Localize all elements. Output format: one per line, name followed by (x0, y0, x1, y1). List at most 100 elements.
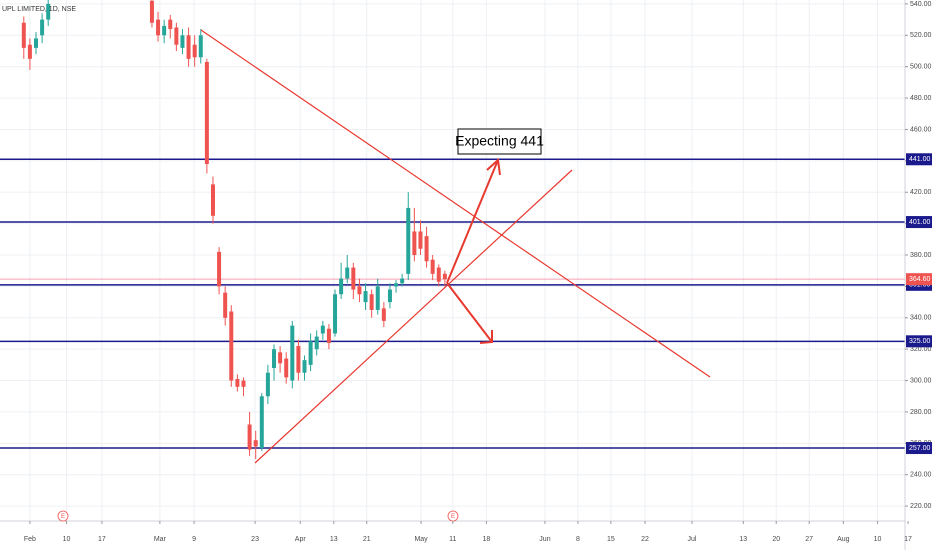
level-label: 441.00 (909, 156, 931, 163)
candle-body (357, 286, 362, 295)
y-tick-label: 340.00 (910, 315, 932, 322)
arrow-head (486, 157, 501, 176)
candle-body (320, 325, 325, 334)
candle-body (418, 231, 423, 249)
arrow (446, 282, 493, 343)
candle-body (369, 294, 374, 310)
candle-body (430, 259, 435, 274)
x-tick-label: 18 (482, 536, 490, 543)
candle-body (247, 424, 252, 450)
x-tick-label: Jun (539, 536, 550, 543)
candle-body (436, 267, 441, 282)
candle-body (253, 440, 258, 447)
x-tick-label: Jul (688, 536, 697, 543)
x-tick-label: 9 (192, 536, 196, 543)
trend-line (200, 29, 711, 378)
y-tick-label: 320.00 (910, 346, 932, 353)
annotation: Expecting 441 (455, 133, 544, 149)
x-tick-label: 11 (449, 536, 456, 543)
candle-body (381, 308, 386, 321)
candle-body (149, 0, 154, 23)
event-label: E (61, 514, 65, 520)
candle-body (21, 22, 26, 48)
annotation-box (457, 128, 542, 155)
event-marker: E (447, 510, 459, 522)
level-label-box (906, 153, 932, 166)
candle-body (424, 236, 429, 262)
candle-body (168, 19, 173, 30)
y-tick-label: 380.00 (910, 252, 932, 259)
level-label-box (906, 216, 932, 229)
candle-body (265, 372, 270, 397)
y-tick-label: 240.00 (910, 472, 932, 479)
candle-body (363, 291, 368, 303)
candle-body (40, 19, 45, 36)
candle-body (387, 289, 392, 303)
x-tick-label: 8 (576, 536, 580, 543)
candle-body (345, 267, 350, 279)
candle-body (259, 396, 264, 449)
candle-body (174, 27, 179, 45)
arrow (446, 159, 499, 284)
x-tick-label: 17 (904, 536, 912, 543)
x-tick-label: 10 (63, 536, 71, 543)
candle-body (326, 328, 331, 343)
last-price-label: 364.60 (909, 276, 931, 283)
y-tick-label: 460.00 (910, 126, 932, 133)
x-tick-label: Mar (154, 536, 167, 543)
x-tick-label: 13 (330, 536, 338, 543)
y-tick-label: 420.00 (910, 189, 932, 196)
y-tick-label: 220.00 (910, 503, 932, 510)
candle-body (284, 358, 289, 378)
x-tick-label: 22 (641, 536, 649, 543)
candle-body (241, 380, 246, 387)
level-label: 401.00 (909, 219, 931, 226)
x-tick-label: Apr (295, 536, 307, 543)
candle-body (333, 294, 338, 334)
candle-body (351, 267, 356, 290)
event-marker: E (57, 510, 69, 522)
x-tick-label: 10 (874, 536, 882, 543)
x-tick-label: May (414, 536, 428, 543)
x-tick-label: 27 (805, 536, 813, 543)
x-tick-label: Feb (24, 536, 36, 543)
candle-body (235, 378, 240, 387)
candle-body (46, 3, 51, 20)
x-tick-label: Aug (837, 536, 850, 543)
candle-body (27, 44, 32, 59)
candle-body (296, 346, 301, 373)
event-label: E (451, 514, 455, 520)
candle-body (217, 251, 222, 287)
candle-body (400, 278, 405, 284)
y-tick-label: 520.00 (910, 32, 932, 39)
candle-body (442, 273, 447, 280)
y-tick-label: 540.00 (910, 1, 932, 8)
candle-body (339, 278, 344, 295)
candle-body (278, 352, 283, 364)
candle-body (375, 286, 380, 310)
candle-body (412, 231, 417, 256)
y-tick-label: 300.00 (910, 377, 932, 384)
candle-body (192, 44, 197, 58)
level-label: 325.00 (909, 338, 931, 345)
x-tick-label: 20 (772, 536, 780, 543)
candle-body (272, 349, 277, 368)
candle-body (394, 283, 399, 287)
candle-body (290, 325, 295, 381)
candle-body (156, 19, 161, 36)
arrow-head (479, 330, 493, 344)
trend-line (254, 169, 573, 464)
level-label-box (906, 335, 932, 348)
candle-body (406, 207, 411, 274)
chart-title: UPL LIMITED, 1D, NSE (2, 6, 76, 13)
x-tick-label: 23 (251, 536, 259, 543)
candle-body (186, 35, 191, 59)
candle-body (229, 311, 234, 381)
candle-body (34, 38, 39, 48)
last-price-box (906, 273, 932, 286)
x-tick-label: 21 (363, 536, 371, 543)
y-tick-label: 480.00 (910, 95, 932, 102)
candle-body (302, 360, 307, 373)
candle-body (162, 25, 167, 36)
